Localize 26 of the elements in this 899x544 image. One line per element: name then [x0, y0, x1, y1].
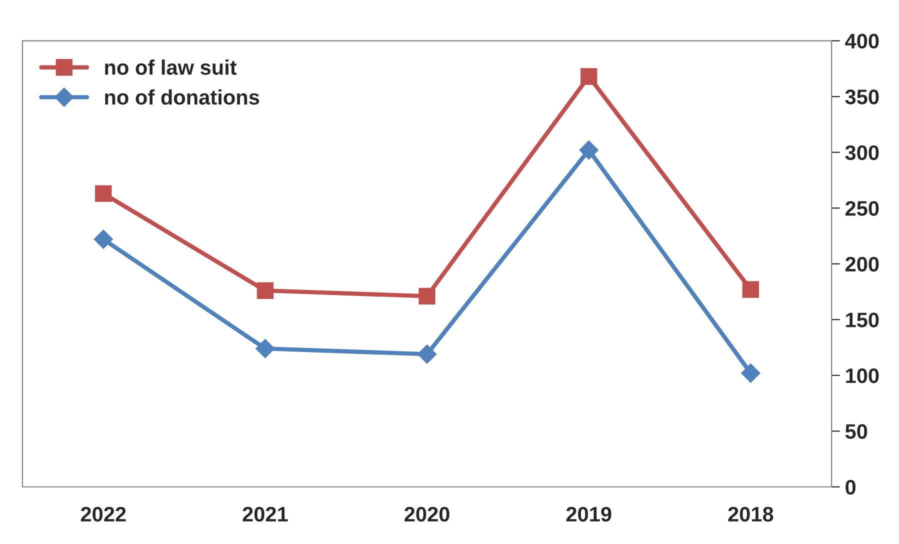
y-tick-label: 100	[846, 368, 879, 384]
x-tick-label: 2021	[242, 506, 288, 522]
point	[418, 288, 436, 305]
x-tick-label: 2020	[404, 506, 450, 522]
point	[742, 281, 759, 298]
legend-label: no of law suit	[105, 60, 237, 75]
point	[95, 185, 112, 202]
point	[580, 68, 598, 85]
point	[94, 229, 114, 250]
y-tick-label: 200	[845, 256, 879, 272]
y-tick-label: 150	[846, 312, 879, 328]
y-tick-label: 0	[846, 480, 856, 495]
point	[256, 282, 274, 299]
y-tick-label: 350	[845, 90, 879, 104]
point	[579, 140, 599, 160]
y-tick-label: 300	[845, 145, 879, 160]
point	[740, 363, 760, 383]
x-tick-label: 2019	[566, 506, 612, 522]
y-tick-label: 400	[845, 34, 879, 49]
point	[255, 338, 276, 358]
x-tick-label: 2022	[80, 506, 126, 522]
point	[417, 344, 437, 364]
y-tick-label: 250	[845, 201, 879, 216]
x-tick-label: 2018	[728, 506, 774, 522]
y-tick-label: 50	[845, 424, 868, 439]
legend-label: no of donations	[105, 89, 260, 105]
